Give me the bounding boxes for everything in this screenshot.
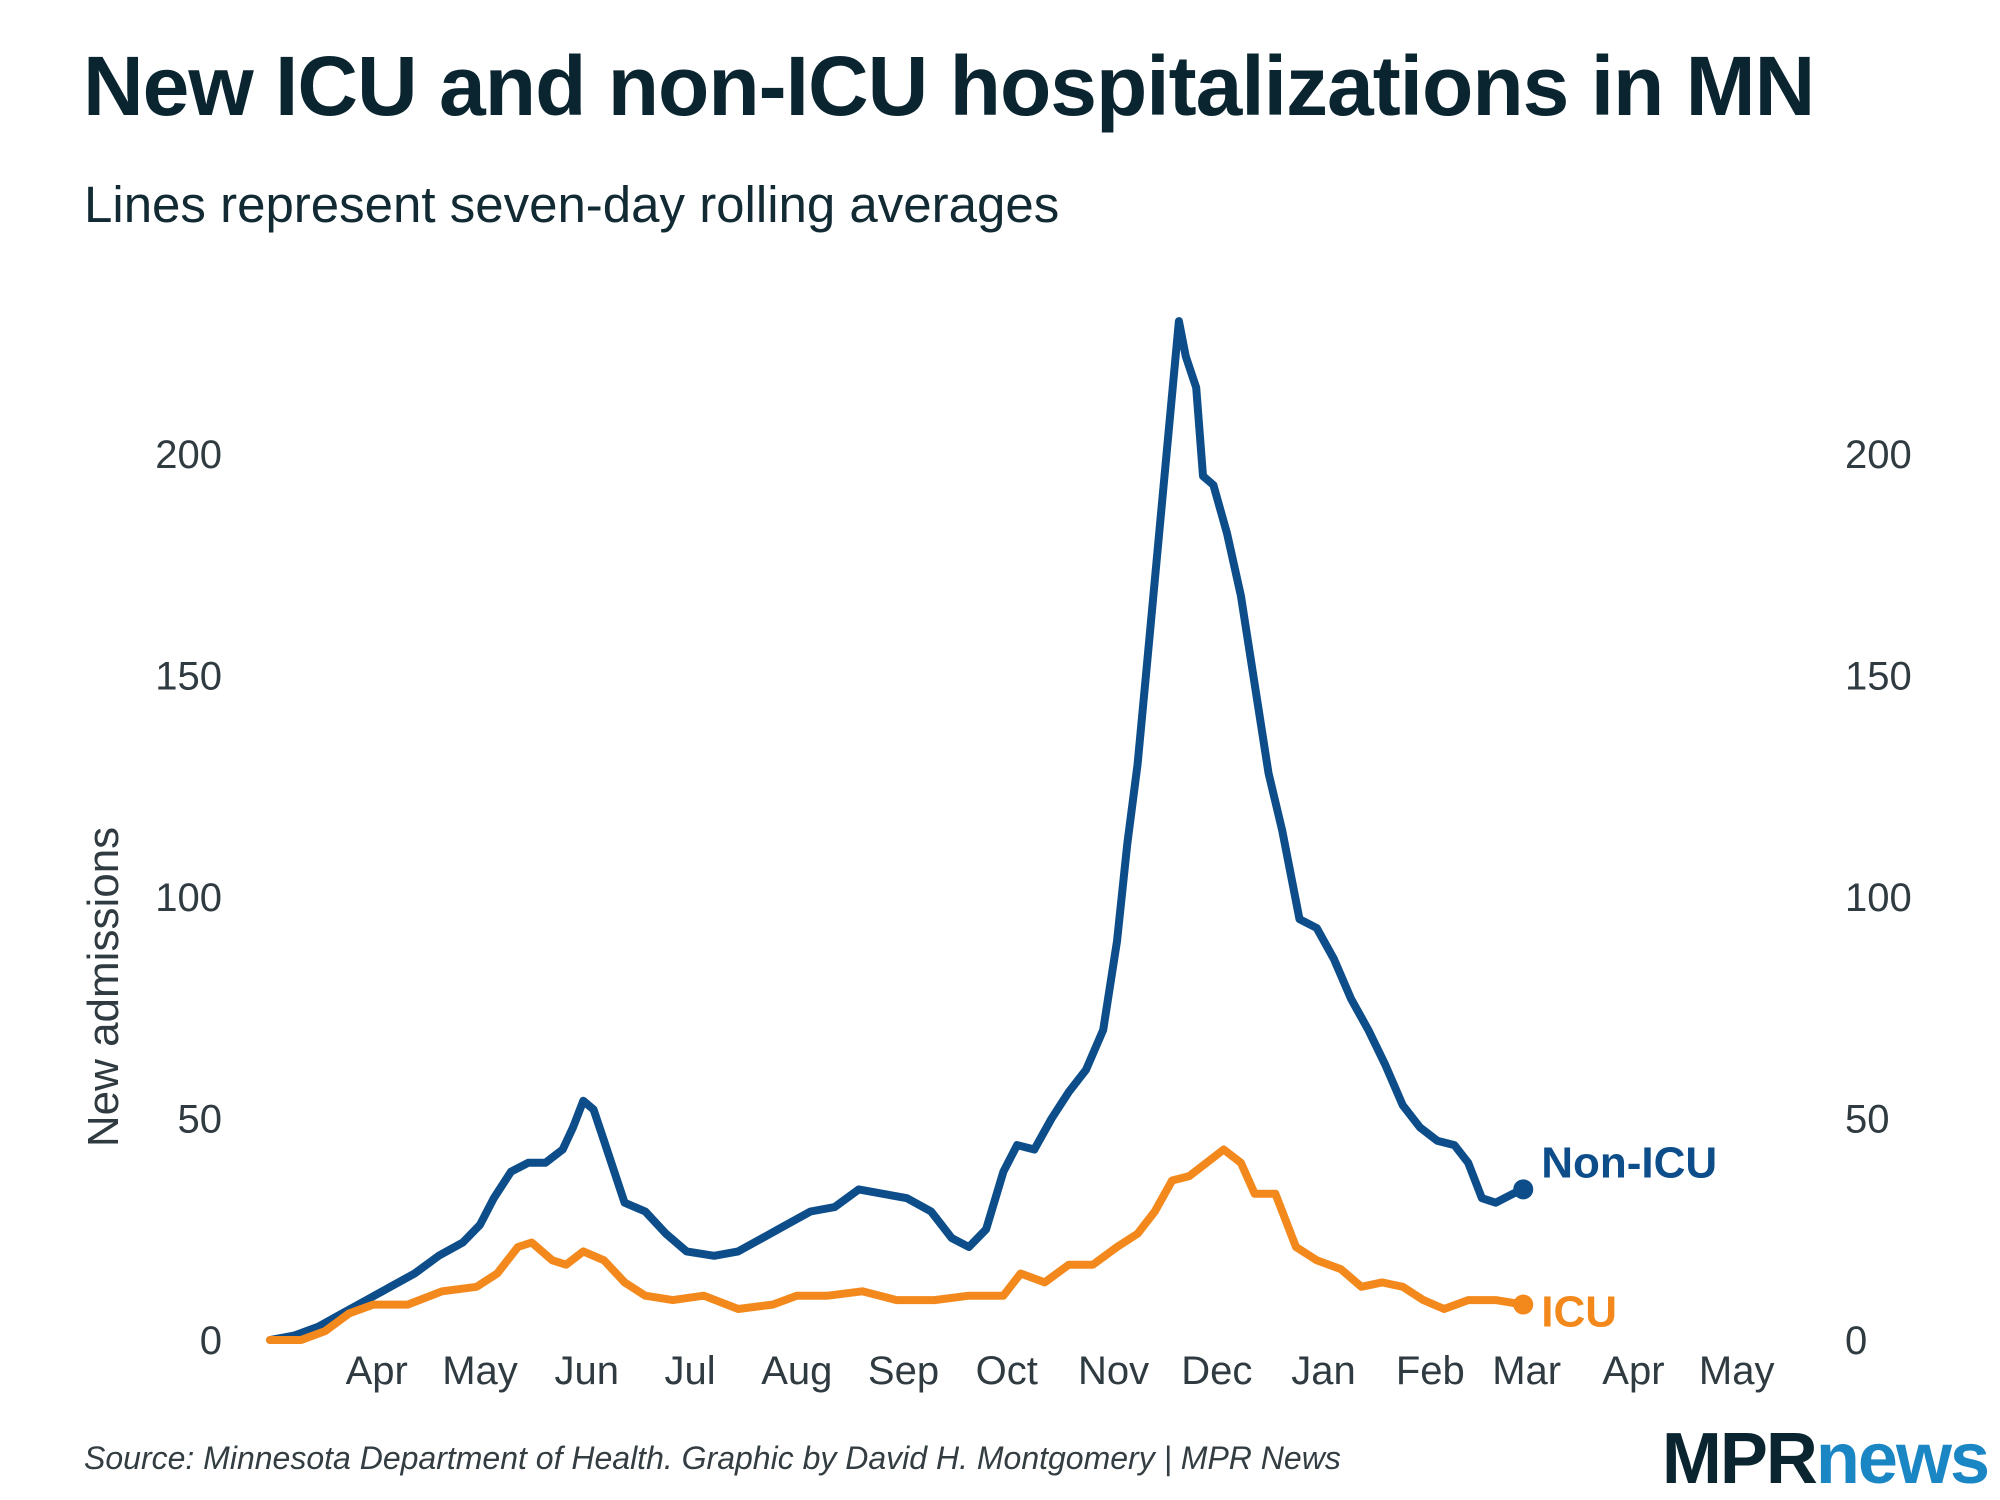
mpr-news-logo: MPRnews <box>1661 1418 1990 1500</box>
x-tick-label: Jun <box>555 1349 620 1393</box>
logo-mpr: MPR <box>1661 1419 1818 1499</box>
x-tick-label: Oct <box>976 1349 1038 1393</box>
x-tick-label: Mar <box>1492 1349 1561 1393</box>
x-tick-label: May <box>442 1349 518 1393</box>
y-axis-label: New admissions <box>79 827 128 1147</box>
x-tick-label: Apr <box>346 1349 408 1393</box>
chart-plot: 0 0 50 50 100 100 150 150 200 200 New admissions Ap… <box>79 317 1912 1393</box>
y-tick-right: 100 <box>1845 876 1912 920</box>
chart-title: New ICU and non-ICU hospitalizations in … <box>83 39 1815 133</box>
x-tick-label: Jul <box>664 1349 715 1393</box>
x-tick-label: Aug <box>761 1349 832 1393</box>
y-tick-right: 0 <box>1845 1319 1867 1363</box>
x-tick-label: Sep <box>868 1349 939 1393</box>
y-tick-right: 50 <box>1845 1098 1890 1142</box>
y-tick-left: 0 <box>200 1319 222 1363</box>
series-end-dot-non-icu <box>1513 1179 1534 1200</box>
y-tick-left: 50 <box>178 1098 223 1142</box>
y-tick-right: 150 <box>1845 655 1912 699</box>
series-label-icu: ICU <box>1541 1288 1617 1337</box>
y-tick-right: 200 <box>1845 433 1912 477</box>
logo-news: news <box>1815 1419 1990 1499</box>
series-line-icu <box>266 1145 1528 1344</box>
y-tick-left: 100 <box>155 876 222 920</box>
series-label-non-icu: Non-ICU <box>1541 1138 1717 1187</box>
x-tick-label: Nov <box>1078 1349 1149 1393</box>
x-tick-label: Apr <box>1602 1349 1664 1393</box>
y-tick-left: 200 <box>155 433 222 477</box>
x-tick-label: Dec <box>1181 1349 1252 1393</box>
y-tick-left: 150 <box>155 655 222 699</box>
x-tick-label: Jan <box>1291 1349 1356 1393</box>
series-end-dot-icu <box>1513 1294 1534 1315</box>
x-tick-label: May <box>1699 1349 1775 1393</box>
chart-subtitle: Lines represent seven-day rolling averag… <box>84 176 1060 233</box>
series-line-non-icu <box>266 317 1528 1344</box>
x-tick-label: Feb <box>1396 1349 1465 1393</box>
source-note: Source: Minnesota Department of Health. … <box>84 1440 1341 1476</box>
